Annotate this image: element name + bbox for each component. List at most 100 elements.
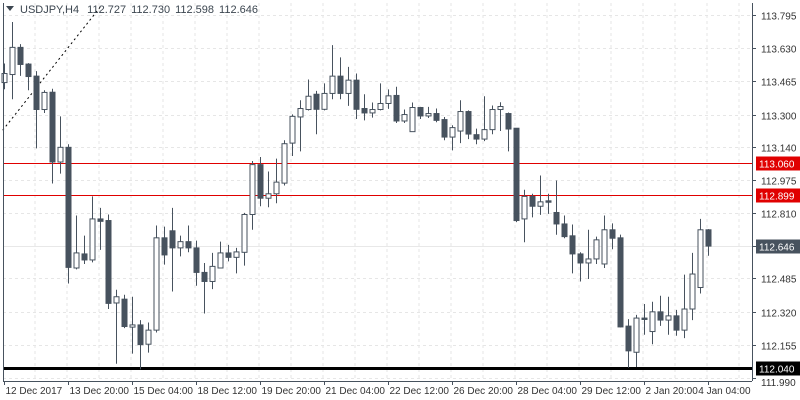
- bull-candle: [593, 236, 600, 264]
- x-tick-label: 2 Jan 20:00: [646, 386, 699, 397]
- bull-candle: [73, 215, 80, 270]
- y-tick-label: 113.465: [761, 78, 797, 89]
- bear-candle: [641, 303, 648, 335]
- price-axis[interactable]: 113.795 113.630 113.465 113.300 113.140 112.9…: [752, 12, 800, 389]
- candle-body: [529, 195, 536, 207]
- triangle-down-icon[interactable]: [6, 6, 14, 11]
- bear-candle: [353, 73, 360, 119]
- x-tick-label: 21 Dec 04:00: [326, 386, 386, 397]
- candle-body: [361, 108, 368, 114]
- candle-body: [89, 218, 96, 261]
- y-tick-label: 112.485: [761, 275, 797, 286]
- bear-candle: [473, 128, 480, 145]
- grid: [3, 3, 752, 381]
- candle-body: [657, 311, 664, 321]
- x-tick-label: 22 Dec 12:00: [390, 386, 450, 397]
- candle-body: [121, 298, 128, 328]
- bear-candle: [65, 144, 72, 284]
- candle-body: [209, 265, 216, 282]
- candle-body: [49, 91, 56, 163]
- candle-body: [97, 218, 104, 222]
- candle-body: [569, 235, 576, 255]
- x-tick-label: 12 Dec 2017: [6, 386, 63, 397]
- candle-body: [305, 95, 312, 111]
- trendline[interactable]: [2, 5, 102, 131]
- bear-candle: [529, 193, 536, 218]
- bull-candle: [249, 161, 256, 230]
- current-price-box: [756, 239, 800, 254]
- candle-body: [201, 271, 208, 282]
- bear-candle: [561, 215, 568, 239]
- bull-candle: [481, 96, 488, 142]
- candle-body: [353, 79, 360, 110]
- bull-candle: [345, 66, 352, 106]
- candle-body: [193, 247, 200, 273]
- candle-body: [441, 119, 448, 138]
- bull-candle: [265, 171, 272, 208]
- candle-body: [625, 325, 632, 352]
- candle-body: [385, 95, 392, 104]
- bull-candle: [489, 105, 496, 135]
- bull-candle: [177, 235, 184, 257]
- bear-candle: [49, 88, 56, 184]
- candle-body: [497, 106, 504, 111]
- bull-candle: [233, 247, 240, 274]
- bear-candle: [337, 57, 344, 100]
- bear-candle: [193, 240, 200, 286]
- bear-candle: [313, 90, 320, 135]
- candle-body: [609, 229, 616, 239]
- y-tick-label: 112.975: [761, 177, 797, 188]
- candle-body: [377, 102, 384, 111]
- candle-body: [593, 239, 600, 260]
- candle-body: [681, 308, 688, 331]
- candle-body: [601, 229, 608, 265]
- x-tick-label: 28 Dec 04:00: [518, 386, 578, 397]
- bull-candle: [601, 215, 608, 268]
- bear-candle: [81, 235, 88, 264]
- candle-body: [113, 296, 120, 304]
- bull-candle: [665, 296, 672, 335]
- bear-candle: [609, 223, 616, 250]
- bear-candle: [513, 127, 520, 223]
- bull-candle: [273, 158, 280, 204]
- ohlc-close: 112.646: [219, 4, 258, 16]
- candle-body: [1, 73, 8, 84]
- y-tick-label: 112.810: [761, 210, 797, 221]
- time-axis[interactable]: 12 Dec 2017 13 Dec 20:00 15 Dec 04:00 18 De…: [4, 381, 752, 397]
- candle-body: [577, 253, 584, 264]
- y-tick-label: 113.140: [761, 144, 797, 155]
- symbol-label: USDJPY,H4: [20, 4, 80, 16]
- y-tick-label: 112.155: [761, 342, 797, 353]
- candle-body: [617, 237, 624, 328]
- bear-candle: [169, 207, 176, 292]
- x-tick-label: 13 Dec 20:00: [70, 386, 130, 397]
- candle-body: [225, 252, 232, 258]
- bear-candle: [433, 108, 440, 123]
- price-levels: [3, 163, 752, 370]
- candle-body: [297, 108, 304, 118]
- candle-body: [257, 164, 264, 199]
- price-label-box: [756, 188, 800, 203]
- dotted-trendline[interactable]: [2, 5, 102, 131]
- candle-body: [705, 229, 712, 247]
- candle-body: [673, 315, 680, 331]
- bear-candle: [569, 224, 576, 274]
- bear-candle: [441, 116, 448, 141]
- bull-candle: [457, 100, 464, 144]
- candle-body: [649, 311, 656, 333]
- bull-candle: [129, 296, 136, 354]
- candle-body: [161, 237, 168, 256]
- bull-candle: [369, 102, 376, 118]
- ohlc-low: 112.598: [175, 4, 215, 16]
- price-label: 112.899: [759, 192, 795, 203]
- y-tick-label: 113.630: [761, 45, 797, 56]
- candle-body: [665, 315, 672, 321]
- bull-candle: [1, 63, 8, 90]
- candle-body: [33, 75, 40, 111]
- candle-body: [641, 317, 648, 320]
- bull-candle: [289, 114, 296, 156]
- bull-candle: [113, 289, 120, 364]
- x-tick-label: 15 Dec 04:00: [134, 386, 194, 397]
- current-price-label: 112.646: [759, 243, 795, 254]
